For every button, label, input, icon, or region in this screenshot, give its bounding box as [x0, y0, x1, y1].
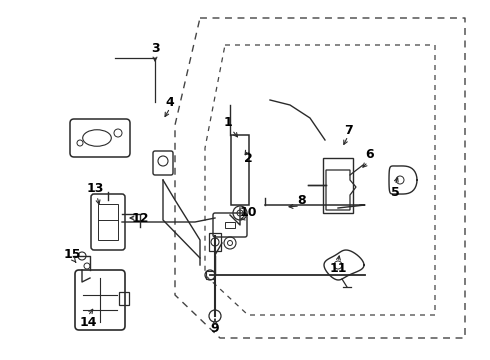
Text: 5: 5 [391, 185, 399, 198]
Text: 7: 7 [343, 123, 352, 136]
Text: 15: 15 [63, 248, 81, 261]
Bar [323, 158, 353, 212]
Text: 14: 14 [79, 315, 97, 328]
Text: 9: 9 [211, 321, 220, 334]
Text: 8: 8 [298, 194, 306, 207]
Bar [209, 233, 221, 251]
Text: 12: 12 [131, 211, 149, 225]
Text: 2: 2 [244, 152, 252, 165]
Bar [98, 204, 118, 240]
Bar [231, 135, 249, 205]
Text: 11: 11 [329, 261, 347, 274]
Text: 10: 10 [239, 206, 257, 219]
Text: 4: 4 [166, 95, 174, 108]
Text: 1: 1 [223, 116, 232, 129]
Bar [206, 271, 214, 279]
Text: 3: 3 [151, 41, 159, 54]
Text: 13: 13 [86, 181, 104, 194]
Text: 6: 6 [366, 148, 374, 162]
Bar [225, 222, 235, 228]
